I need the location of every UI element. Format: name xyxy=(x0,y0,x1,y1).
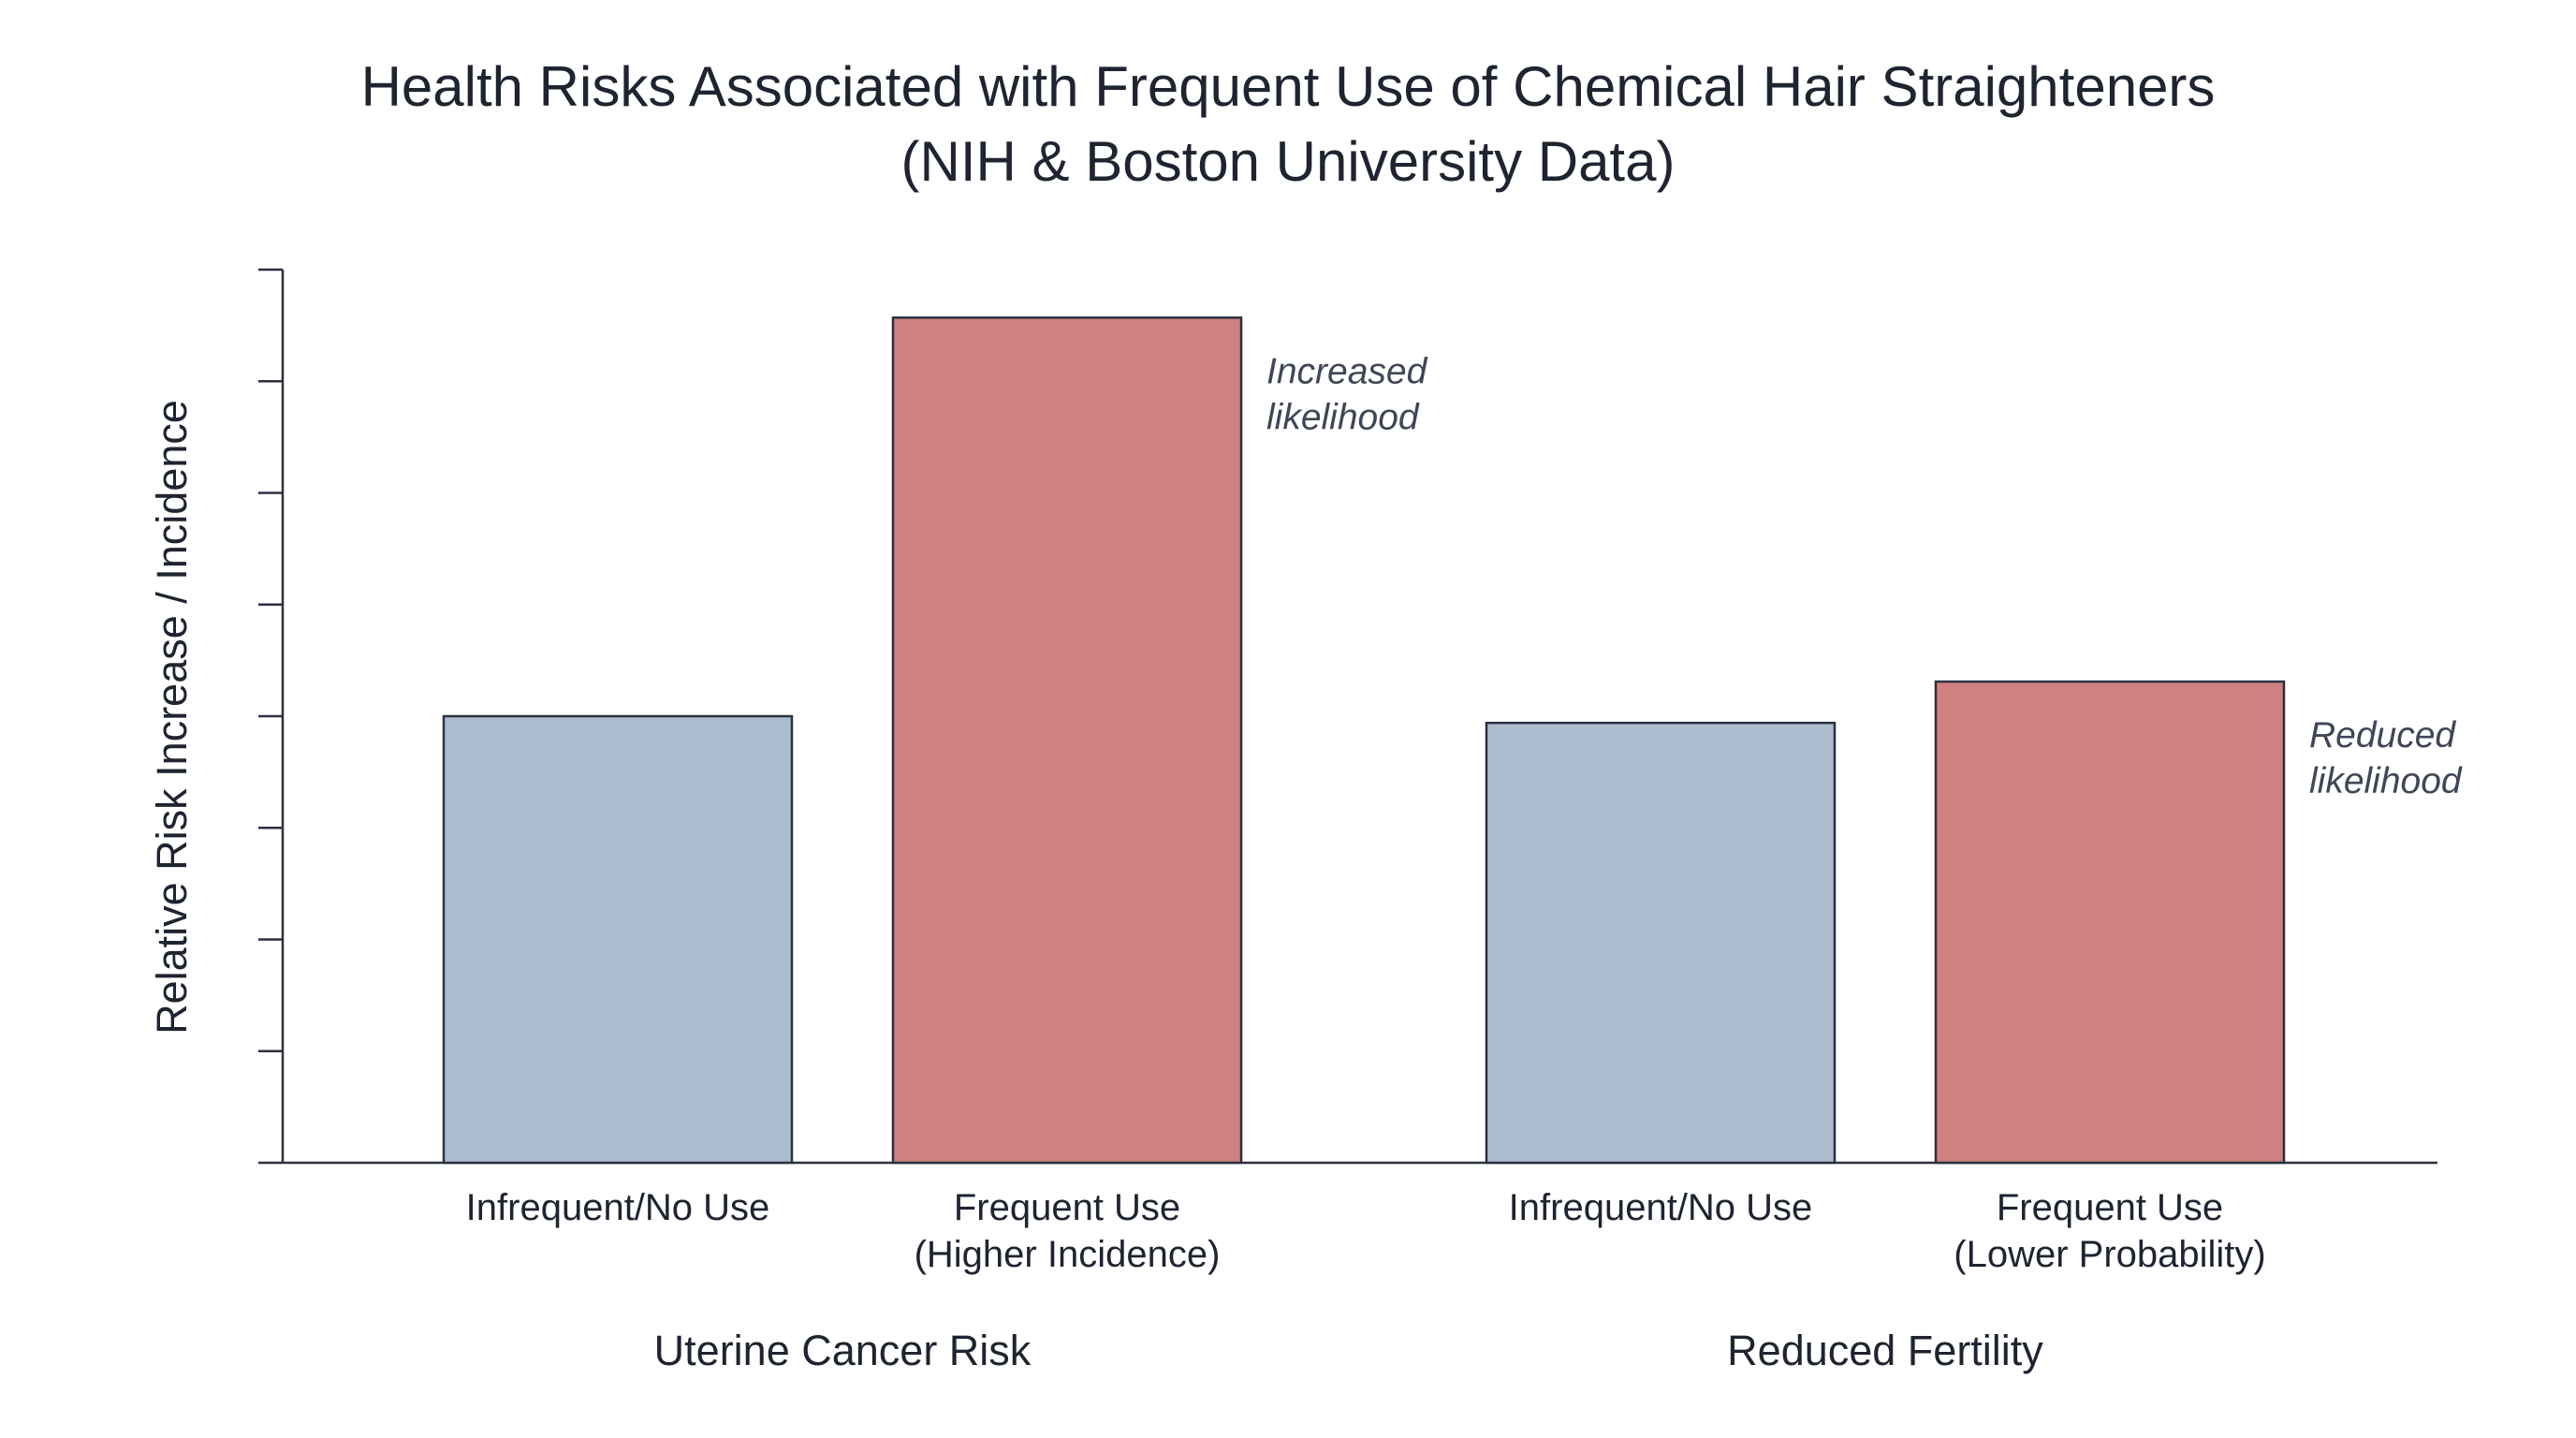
category-label: Infrequent/No Use xyxy=(1509,1187,1813,1228)
bars xyxy=(442,316,2286,1165)
bar-infrequent xyxy=(442,714,794,1165)
category-label: (Lower Probability) xyxy=(1954,1234,2265,1275)
category-label: Frequent Use xyxy=(954,1187,1180,1228)
category-label: Infrequent/No Use xyxy=(466,1187,770,1228)
category-label: Frequent Use xyxy=(1997,1187,2223,1228)
chart-title: Health Risks Associated with Frequent Us… xyxy=(361,55,2216,118)
bar-frequent xyxy=(891,316,1243,1165)
category-label: (Higher Incidence) xyxy=(915,1234,1221,1275)
bar-annotation: Reduced xyxy=(2309,715,2456,756)
group-label: Reduced Fertility xyxy=(1727,1327,2043,1374)
bar-frequent xyxy=(1934,680,2286,1165)
category-labels: Infrequent/No Use Frequent Use (Higher Inc… xyxy=(466,351,2463,1374)
bar-annotation: likelihood xyxy=(2309,761,2463,801)
chart-subtitle: (NIH & Boston University Data) xyxy=(901,130,1676,193)
bar-infrequent xyxy=(1485,721,1837,1165)
bar-annotation: Increased xyxy=(1266,351,1428,391)
group-label: Uterine Cancer Risk xyxy=(654,1327,1032,1374)
bar-annotation: likelihood xyxy=(1266,397,1420,437)
y-axis-label: Relative Risk Increase / Incidence xyxy=(148,400,196,1034)
